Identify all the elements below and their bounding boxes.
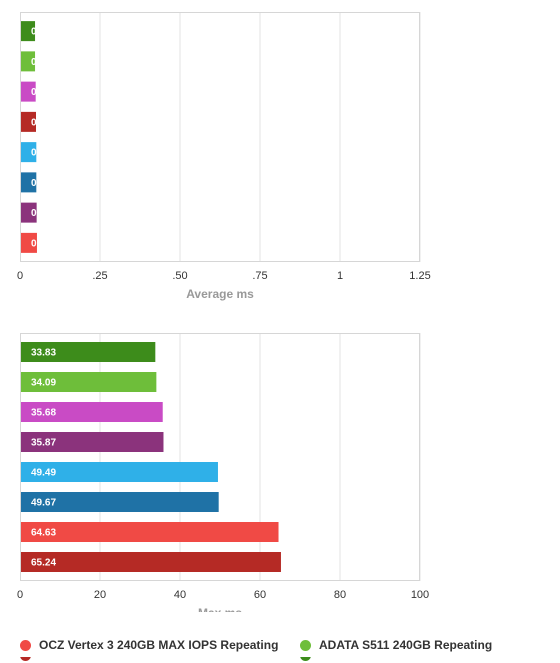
x-tick-label: 1.25 (409, 270, 430, 282)
legend: OCZ Vertex 3 240GB MAX IOPS Repeating AD… (0, 638, 560, 661)
x-tick-label: 20 (94, 589, 106, 601)
plot-frame (20, 12, 420, 262)
bar-value-label: 34.09 (31, 378, 56, 389)
bar-value-label: 33.83 (31, 348, 56, 359)
x-tick-label: 100 (411, 589, 429, 601)
bar (21, 522, 279, 542)
bar (21, 402, 163, 422)
average-ms-chart: 0.047 0.047 0.049 0.050 0.051 0.051 0.052 0.053… (0, 0, 560, 310)
bar-value-label: 35.87 (31, 438, 56, 449)
bar (21, 232, 37, 253)
bar (21, 372, 157, 392)
bar-value-label: 64.63 (31, 528, 56, 539)
bar (21, 432, 164, 452)
legend-label: ADATA S511 240GB Repeating (319, 638, 493, 652)
x-tick-label: 1 (337, 270, 343, 282)
bar (21, 172, 37, 193)
bar (21, 111, 36, 132)
x-tick-label: .50 (172, 270, 187, 282)
bar-value-label: 35.68 (31, 408, 56, 419)
legend-item-ocz-vertex-3[interactable]: OCZ Vertex 3 240GB MAX IOPS Repeating (20, 638, 278, 652)
legend-swatch-icon (20, 639, 31, 651)
x-tick-label: 40 (174, 589, 186, 601)
bar-value-label: 49.49 (31, 468, 56, 479)
x-tick-label: 60 (254, 589, 266, 601)
bar (21, 462, 218, 482)
x-tick-label: 0 (17, 589, 23, 601)
bar-value-label: 0.047 (31, 27, 56, 38)
bar (21, 51, 36, 72)
bar-value-label: 0.053 (31, 238, 56, 249)
bar-value-label: 0.051 (31, 148, 56, 159)
bar-value-label: 65.24 (31, 558, 56, 569)
chart-svg: 33.83 34.09 35.68 35.87 49.49 49.67 64.63 65.24… (17, 333, 429, 612)
bar-value-label: 0.047 (31, 57, 56, 68)
bar-value-label: 0.052 (31, 208, 56, 219)
x-tick-label: .25 (92, 270, 107, 282)
x-tick-label: .75 (252, 270, 267, 282)
x-axis-title: Max ms (198, 606, 242, 612)
bar (21, 21, 36, 42)
bar-value-label: 0.049 (31, 87, 56, 98)
legend-item-adata-s511[interactable]: ADATA S511 240GB Repeating (300, 638, 492, 652)
bar (21, 552, 281, 572)
bar-value-label: 0.050 (31, 117, 56, 128)
bar (21, 81, 36, 102)
bar-value-label: 0.051 (31, 178, 56, 189)
bar (21, 492, 219, 512)
plot-frame (20, 333, 420, 581)
bar (21, 142, 37, 163)
bar-value-label: 49.67 (31, 498, 56, 509)
legend-partial-swatch-icon (20, 657, 31, 661)
x-axis-title: Average ms (186, 287, 254, 301)
legend-swatch-icon (300, 639, 311, 651)
bar (21, 202, 37, 223)
bar (21, 342, 156, 362)
x-tick-label: 0 (17, 270, 23, 282)
legend-partial-swatch-icon (300, 657, 311, 661)
chart-svg: 0.047 0.047 0.049 0.050 0.051 0.051 0.052 0.053… (17, 12, 431, 301)
max-ms-chart: 33.83 34.09 35.68 35.87 49.49 49.67 64.63 65.24… (0, 322, 560, 612)
legend-label: OCZ Vertex 3 240GB MAX IOPS Repeating (39, 638, 279, 652)
x-tick-label: 80 (334, 589, 346, 601)
